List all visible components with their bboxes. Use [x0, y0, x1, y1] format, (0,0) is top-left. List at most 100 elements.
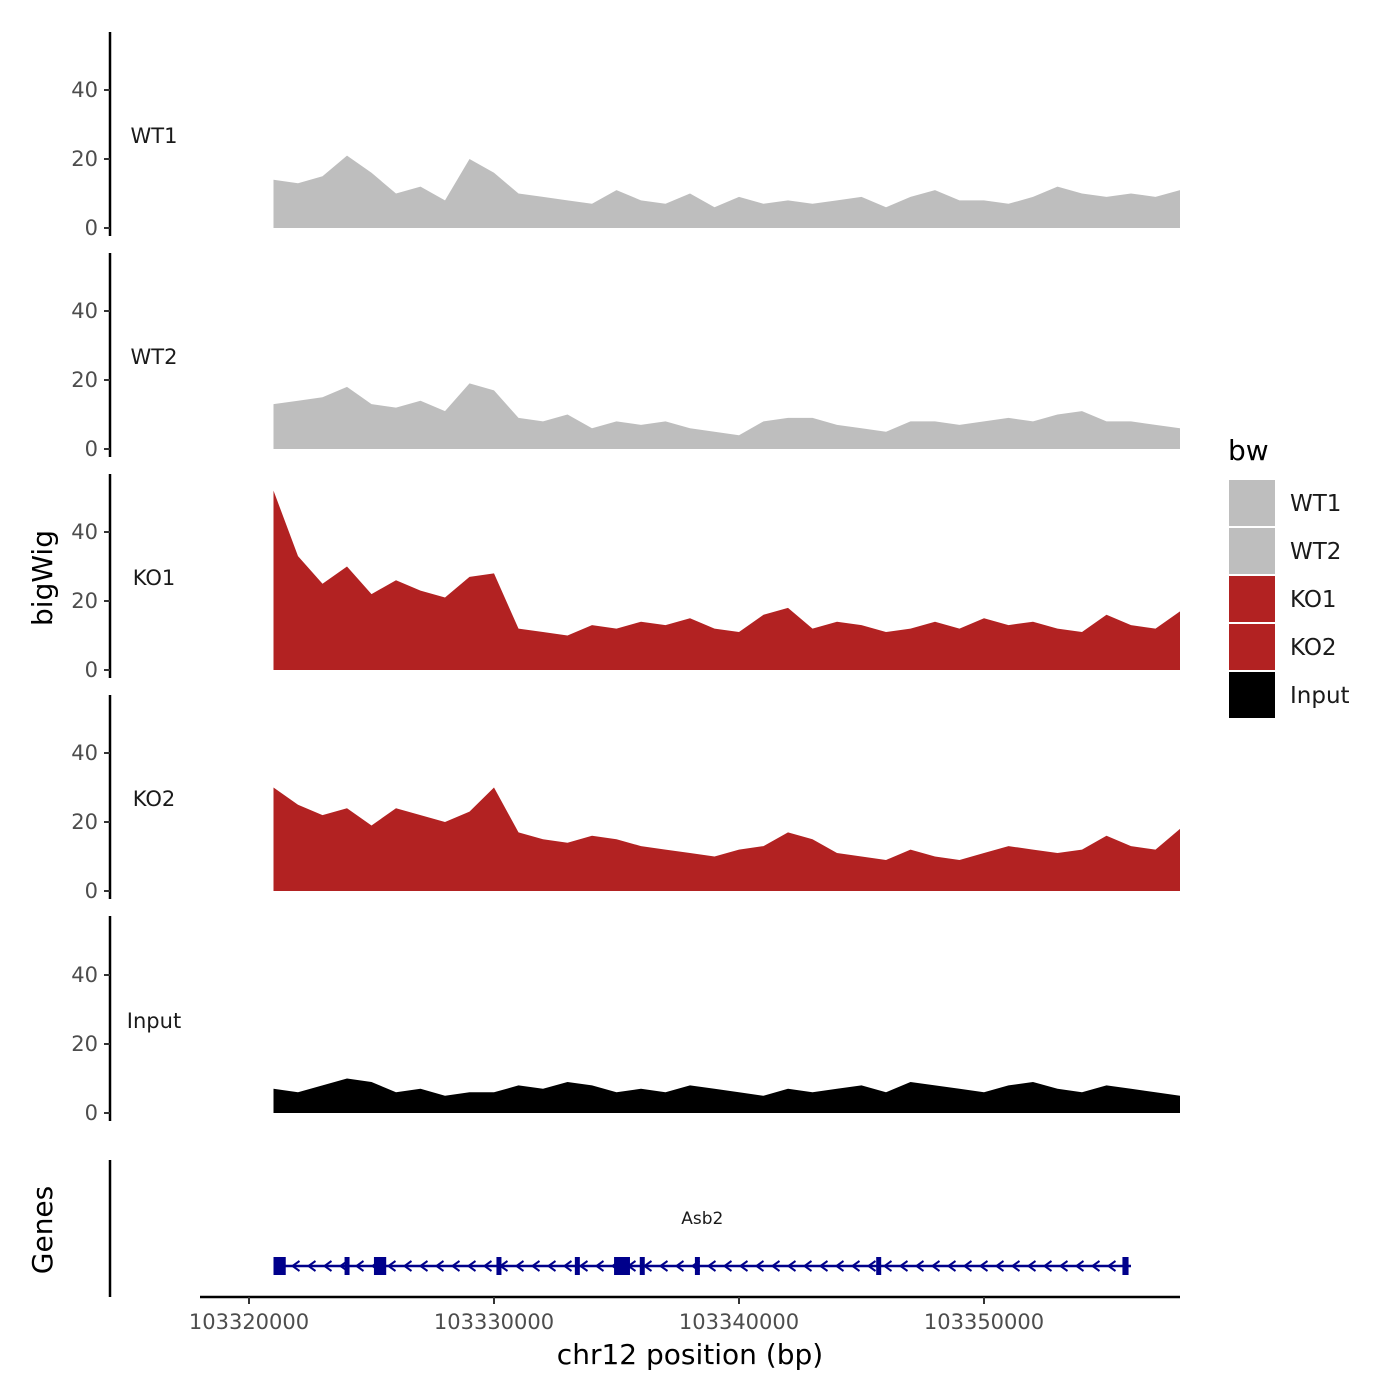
x-axis: 103320000 103330000 103340000 103350000	[189, 1295, 1180, 1334]
strand-arrow	[514, 1260, 525, 1272]
strand-arrow	[914, 1260, 925, 1272]
strand-arrow	[578, 1260, 589, 1272]
strand-arrow	[978, 1260, 989, 1272]
strand-arrow	[418, 1260, 429, 1272]
legend-key-ko1	[1229, 576, 1275, 622]
strand-arrow	[754, 1260, 765, 1272]
strand-arrow	[290, 1260, 301, 1272]
strand-arrow	[1090, 1260, 1101, 1272]
strand-arrow	[850, 1260, 861, 1272]
y-tick-label: 20	[71, 1032, 98, 1056]
y-tick-label: 20	[71, 147, 98, 171]
strand-arrow	[1042, 1260, 1053, 1272]
track-label: Input	[127, 1009, 181, 1033]
legend: bw WT1 WT2 KO1 KO2 Input	[1228, 434, 1350, 718]
legend-title: bw	[1228, 434, 1269, 467]
strand-arrow	[882, 1260, 893, 1272]
area-wt2	[273, 383, 1180, 449]
exon	[574, 1257, 580, 1275]
strand-arrow	[386, 1260, 397, 1272]
track-label: KO2	[133, 787, 176, 811]
y-tick-label: 0	[85, 1101, 98, 1125]
y-tick-label: 40	[71, 78, 98, 102]
exon	[273, 1257, 286, 1275]
coverage-tracks: 0 20 40 WT1 0 20 40 WT2 0 20 40 KO1 0 20 40 KO2 0 20 40 Inp…	[71, 32, 1180, 1125]
gene-label: Asb2	[681, 1209, 723, 1229]
strand-arrow	[1074, 1260, 1085, 1272]
track-wt2: 0 20 40 WT2	[71, 253, 1180, 461]
y-tick-label: 0	[85, 658, 98, 682]
exon	[694, 1257, 700, 1275]
strand-arrow	[786, 1260, 797, 1272]
strand-arrow	[1010, 1260, 1021, 1272]
exon	[1122, 1257, 1129, 1275]
strand-arrow	[434, 1260, 445, 1272]
strand-arrow	[322, 1260, 333, 1272]
track-label: KO1	[133, 566, 176, 590]
y-tick-label: 0	[85, 216, 98, 240]
legend-key-input	[1229, 672, 1275, 718]
strand-arrow	[738, 1260, 749, 1272]
strand-arrow	[594, 1260, 605, 1272]
track-label: WT2	[131, 345, 178, 369]
exon	[373, 1257, 387, 1275]
strand-arrow	[930, 1260, 941, 1272]
legend-label-input: Input	[1290, 683, 1350, 709]
strand-arrow	[530, 1260, 541, 1272]
strand-arrow	[898, 1260, 909, 1272]
strand-arrow	[354, 1260, 365, 1272]
strand-arrow	[994, 1260, 1005, 1272]
exon	[639, 1257, 645, 1275]
y-tick-label: 40	[71, 299, 98, 323]
y-tick-label: 0	[85, 879, 98, 903]
strand-arrow	[706, 1260, 717, 1272]
area-wt1	[273, 155, 1180, 228]
x-axis-title: chr12 position (bp)	[557, 1338, 823, 1371]
strand-arrow	[674, 1260, 685, 1272]
strand-arrow	[770, 1260, 781, 1272]
y-tick-label: 40	[71, 520, 98, 544]
strand-arrow	[450, 1260, 461, 1272]
strand-arrow	[818, 1260, 829, 1272]
strand-arrow	[1058, 1260, 1069, 1272]
y-tick-label: 0	[85, 437, 98, 461]
strand-arrow	[402, 1260, 413, 1272]
strand-arrow	[722, 1260, 733, 1272]
area-input	[273, 1078, 1180, 1113]
legend-label-wt1: WT1	[1290, 491, 1341, 517]
legend-key-wt1	[1229, 480, 1275, 526]
exon	[344, 1257, 350, 1275]
strand-arrow	[658, 1260, 669, 1272]
strand-arrow	[306, 1260, 317, 1272]
area-ko1	[273, 490, 1180, 670]
strand-arrow	[562, 1260, 573, 1272]
strand-arrow	[1026, 1260, 1037, 1272]
exon	[496, 1257, 502, 1275]
strand-arrow	[482, 1260, 493, 1272]
strand-arrow	[1106, 1260, 1117, 1272]
area-ko2	[273, 787, 1180, 891]
track-wt1: 0 20 40 WT1	[71, 32, 1180, 240]
legend-label-ko1: KO1	[1290, 587, 1337, 613]
strand-arrow	[866, 1260, 877, 1272]
track-ko2: 0 20 40 KO2	[71, 695, 1180, 903]
strand-arrow	[946, 1260, 957, 1272]
x-tick-label: 103340000	[679, 1310, 799, 1334]
strand-arrow	[962, 1260, 973, 1272]
legend-label-ko2: KO2	[1290, 635, 1337, 661]
strand-arrow	[834, 1260, 845, 1272]
track-ko1: 0 20 40 KO1	[71, 474, 1180, 682]
legend-key-wt2	[1229, 528, 1275, 574]
strand-arrow	[802, 1260, 813, 1272]
track-input: 0 20 40 Input	[71, 916, 1180, 1125]
legend-label-wt2: WT2	[1290, 539, 1341, 565]
gene-track: Asb2	[108, 1160, 1131, 1297]
exon	[876, 1257, 882, 1275]
y-axis-title: bigWig	[26, 530, 59, 626]
y-tick-label: 20	[71, 810, 98, 834]
y-tick-label: 20	[71, 589, 98, 613]
legend-key-ko2	[1229, 624, 1275, 670]
x-tick-label: 103330000	[434, 1310, 554, 1334]
x-tick-label: 103350000	[924, 1310, 1044, 1334]
